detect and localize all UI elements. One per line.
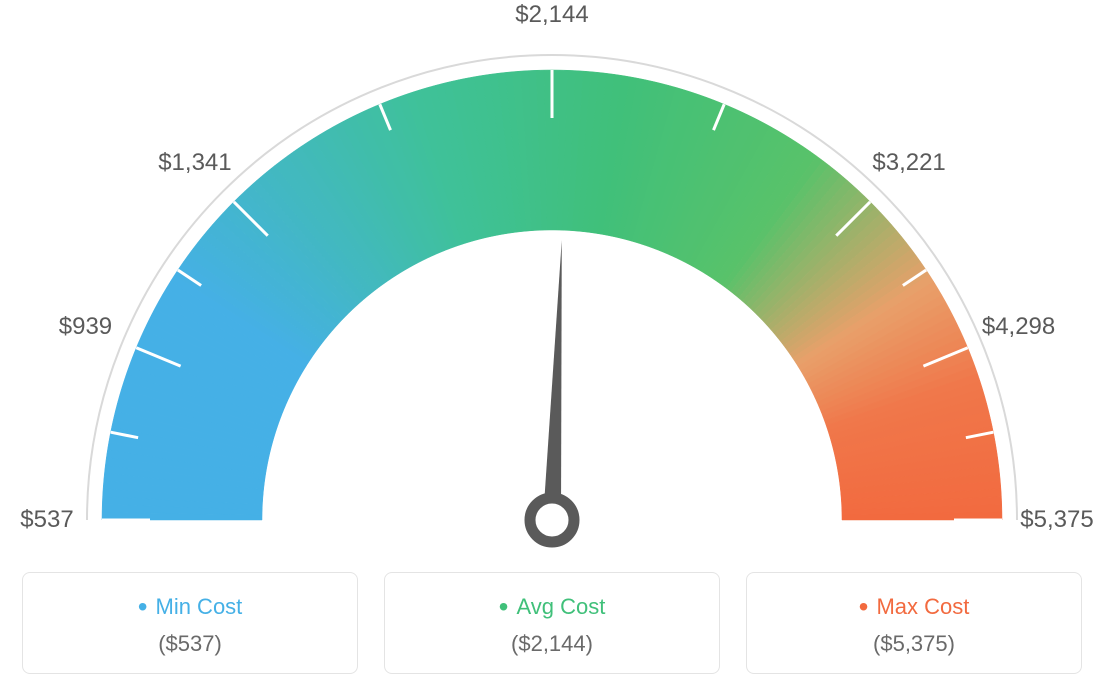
legend-value-max: ($5,375) — [757, 631, 1071, 657]
gauge-tick-label: $1,341 — [158, 149, 231, 177]
legend-value-avg: ($2,144) — [395, 631, 709, 657]
legend-title-min: Min Cost — [33, 591, 347, 623]
gauge-tick-label: $2,144 — [515, 1, 588, 29]
legend-title-max: Max Cost — [757, 591, 1071, 623]
gauge-svg — [0, 0, 1104, 560]
gauge-tick-label: $939 — [59, 313, 112, 341]
legend-value-min: ($537) — [33, 631, 347, 657]
legend-card-min: Min Cost ($537) — [22, 572, 358, 674]
legend-title-avg: Avg Cost — [395, 591, 709, 623]
gauge-tick-label: $537 — [20, 506, 73, 534]
gauge-tick-label: $4,298 — [982, 313, 1055, 341]
gauge-tick-label: $5,375 — [1020, 506, 1093, 534]
legend-card-avg: Avg Cost ($2,144) — [384, 572, 720, 674]
gauge-tick-label: $3,221 — [872, 149, 945, 177]
legend-row: Min Cost ($537) Avg Cost ($2,144) Max Co… — [0, 572, 1104, 674]
legend-card-max: Max Cost ($5,375) — [746, 572, 1082, 674]
gauge-chart: $537 $939 $1,341 $2,144 $3,221 $4,298 $5,375 — [0, 0, 1104, 560]
